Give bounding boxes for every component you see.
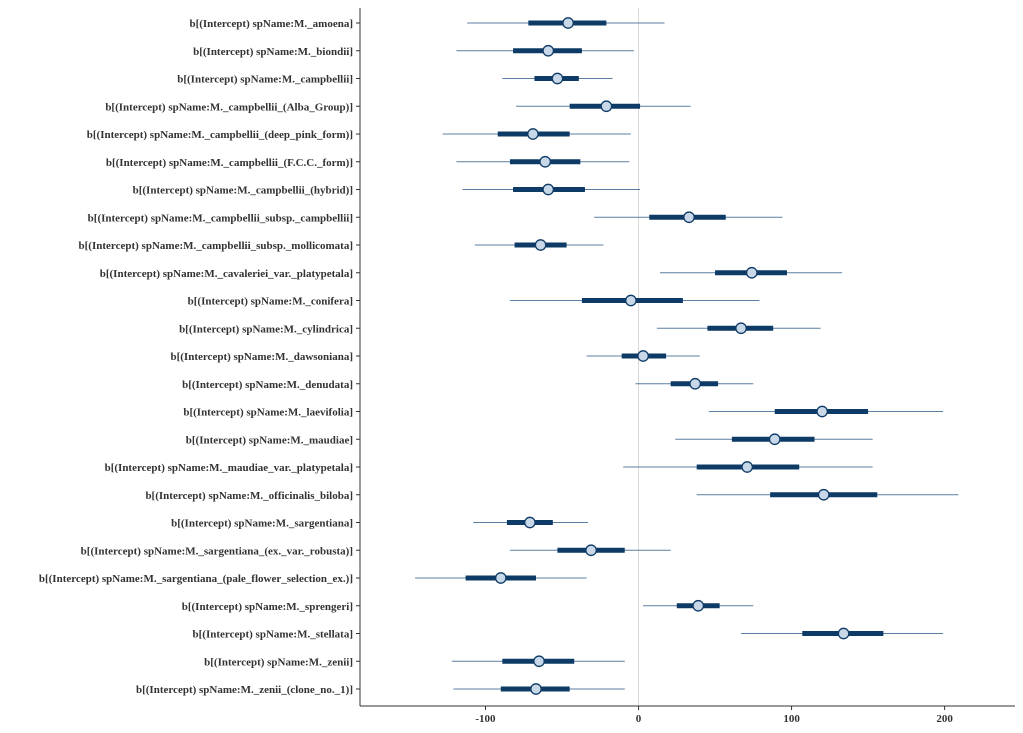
median-point bbox=[768, 433, 781, 446]
median-point bbox=[817, 488, 830, 501]
x-tick-label: 0 bbox=[636, 713, 642, 725]
y-tick-label: b[(Intercept) spName:M._stellata] bbox=[193, 629, 353, 641]
y-tick-label: b[(Intercept) spName:M._sargentiana_(pal… bbox=[39, 573, 353, 585]
axes-layer bbox=[356, 8, 1015, 710]
y-tick-labels: b[(Intercept) spName:M._amoena] b[(Interc… bbox=[39, 18, 353, 696]
x-tick-labels: -100 0 100 200 bbox=[475, 713, 953, 725]
y-tick-label: b[(Intercept) spName:M._campbellii_subsp… bbox=[88, 212, 353, 224]
median-point bbox=[837, 627, 850, 640]
y-tick-label: b[(Intercept) spName:M._dawsoniana] bbox=[170, 351, 353, 363]
median-point bbox=[585, 544, 597, 557]
y-tick-label: b[(Intercept) spName:M._sargentiana] bbox=[171, 518, 353, 530]
median-point bbox=[637, 350, 649, 362]
median-point bbox=[534, 239, 547, 251]
median-point bbox=[689, 377, 702, 390]
y-tick-label: b[(Intercept) spName:M._zenii_(clone_no.… bbox=[136, 684, 353, 696]
median-point bbox=[524, 516, 536, 529]
median-point bbox=[542, 183, 555, 196]
y-tick-label: b[(Intercept) spName:M._campbellii_subsp… bbox=[79, 240, 353, 252]
y-tick-label: b[(Intercept) spName:M._amoena] bbox=[189, 18, 353, 30]
median-point bbox=[625, 294, 637, 307]
y-tick-label: b[(Intercept) spName:M._maudiae_var._pla… bbox=[105, 462, 353, 474]
intervals-layer bbox=[415, 17, 959, 695]
y-tick-label: b[(Intercept) spName:M._denudata] bbox=[182, 379, 353, 391]
median-point bbox=[533, 655, 545, 668]
y-tick-label: b[(Intercept) spName:M._cavaleriei_var._… bbox=[100, 268, 353, 280]
y-tick-label: b[(Intercept) spName:M._campbellii] bbox=[177, 74, 353, 86]
median-point bbox=[692, 599, 705, 612]
x-tick-label: -100 bbox=[475, 713, 496, 725]
median-point bbox=[745, 266, 758, 279]
y-tick-label: b[(Intercept) spName:M._campbellii_(hybr… bbox=[133, 185, 353, 197]
y-tick-label: b[(Intercept) spName:M._campbellii_(F.C.… bbox=[106, 157, 353, 169]
y-tick-label: b[(Intercept) spName:M._sargentiana_(ex.… bbox=[81, 545, 353, 557]
median-point bbox=[494, 572, 507, 584]
y-tick-label: b[(Intercept) spName:M._laevifolia] bbox=[183, 407, 353, 419]
median-point bbox=[600, 100, 613, 113]
y-tick-label: b[(Intercept) spName:M._cylindrica] bbox=[179, 323, 353, 335]
median-point bbox=[527, 128, 539, 140]
y-tick-label: b[(Intercept) spName:M._biondii] bbox=[193, 46, 353, 58]
median-point bbox=[530, 683, 542, 695]
x-tick-label: 200 bbox=[936, 713, 953, 725]
median-point bbox=[539, 155, 552, 168]
median-point bbox=[735, 322, 747, 335]
y-tick-label: b[(Intercept) spName:M._campbellii_(Alba… bbox=[105, 101, 353, 113]
x-tick-label: 100 bbox=[783, 713, 800, 725]
median-point bbox=[542, 44, 555, 57]
y-tick-label: b[(Intercept) spName:M._conifera] bbox=[188, 296, 353, 308]
y-tick-label: b[(Intercept) spName:M._zenii] bbox=[204, 656, 353, 668]
median-point bbox=[562, 17, 574, 29]
median-point bbox=[816, 405, 829, 418]
y-tick-label: b[(Intercept) spName:M._campbellii_(deep… bbox=[87, 129, 353, 141]
y-tick-label: b[(Intercept) spName:M._maudiae] bbox=[186, 434, 353, 446]
y-tick-label: b[(Intercept) spName:M._officinalis_bilo… bbox=[145, 490, 353, 502]
median-point bbox=[683, 211, 695, 224]
median-point bbox=[551, 72, 564, 85]
median-point bbox=[741, 461, 754, 473]
y-tick-label: b[(Intercept) spName:M._sprengeri] bbox=[182, 601, 353, 613]
